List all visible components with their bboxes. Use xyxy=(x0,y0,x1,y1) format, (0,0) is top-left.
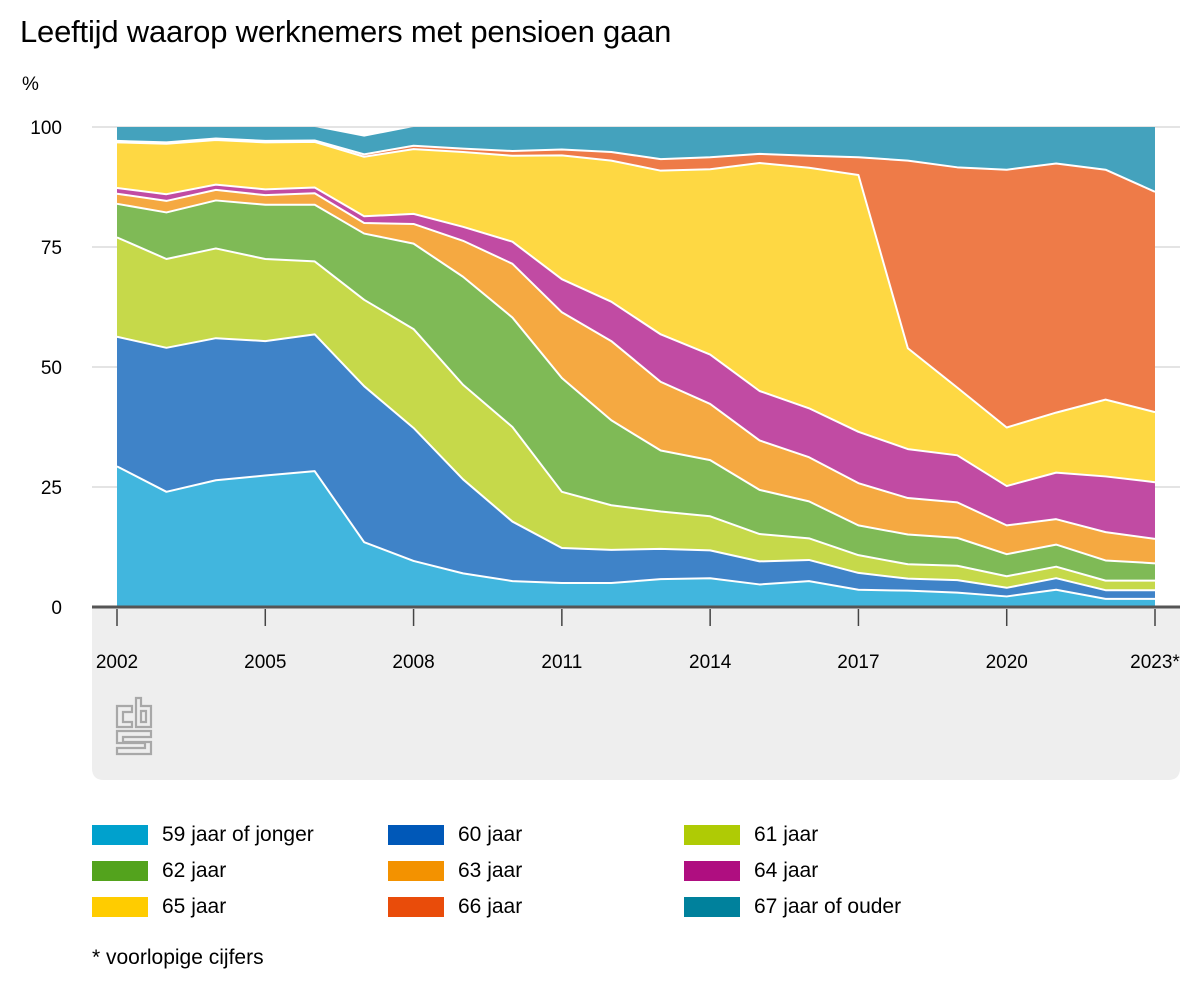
x-tick-label: 2014 xyxy=(689,652,732,673)
legend-label: 66 jaar xyxy=(458,895,523,918)
legend-label: 59 jaar of jonger xyxy=(162,823,314,846)
x-tick-label: 2023* xyxy=(1130,652,1180,673)
y-tick-label: 25 xyxy=(41,478,62,499)
series-boundaries xyxy=(116,137,1156,600)
area-61-jaar xyxy=(117,237,1155,591)
series-boundary xyxy=(116,188,1156,540)
series-boundary xyxy=(116,199,1156,565)
series-boundary xyxy=(116,137,1156,193)
legend-item: 62 jaar xyxy=(92,858,388,884)
area-59-jaar-of-jonger xyxy=(117,466,1155,607)
x-tick-label: 2005 xyxy=(244,652,286,673)
legend-swatch xyxy=(388,897,444,917)
x-tick-label: 2011 xyxy=(541,652,582,673)
area-63-jaar xyxy=(117,189,1155,564)
legend-item: 66 jaar xyxy=(388,894,684,920)
chart-title: Leeftijd waarop werknemers met pensioen … xyxy=(20,14,672,49)
area-60-jaar xyxy=(117,334,1155,599)
area-series xyxy=(117,127,1155,607)
legend-swatch xyxy=(684,861,740,881)
legend: 59 jaar of jonger 60 jaar 61 jaar 62 jaa… xyxy=(92,822,1152,920)
area-65-jaar xyxy=(117,139,1155,487)
area-64-jaar xyxy=(117,184,1155,539)
x-tick-label: 2017 xyxy=(837,652,879,673)
legend-label: 60 jaar xyxy=(458,823,523,846)
x-tick-label: 2020 xyxy=(986,652,1028,673)
y-tick-label: 0 xyxy=(51,598,62,619)
legend-swatch xyxy=(388,825,444,845)
legend-item: 60 jaar xyxy=(388,822,684,848)
legend-label: 67 jaar of ouder xyxy=(754,895,902,918)
legend-item: 63 jaar xyxy=(388,858,684,884)
x-tick-label: 2008 xyxy=(392,652,434,673)
legend-swatch xyxy=(92,897,148,917)
legend-label: 63 jaar xyxy=(458,859,523,882)
legend-label: 64 jaar xyxy=(754,859,819,882)
legend-item: 65 jaar xyxy=(92,894,388,920)
x-axis-panel xyxy=(92,608,1180,780)
series-boundary xyxy=(116,183,1156,488)
series-boundary xyxy=(116,465,1155,600)
legend-swatch xyxy=(388,861,444,881)
area-67-jaar-of-ouder xyxy=(117,127,1155,192)
y-axis-label: % xyxy=(22,74,39,95)
series-boundary xyxy=(116,236,1155,582)
legend-label: 61 jaar xyxy=(754,823,819,846)
legend-item: 67 jaar of ouder xyxy=(684,894,980,920)
series-boundary xyxy=(116,333,1155,592)
cbs-logo-icon xyxy=(115,696,153,756)
area-62-jaar xyxy=(117,200,1155,581)
y-tick-labels: 0 25 50 75 100 xyxy=(30,118,62,619)
footnote: * voorlopige cijfers xyxy=(92,946,264,969)
y-tick-label: 75 xyxy=(41,238,62,259)
legend-item: 61 jaar xyxy=(684,822,980,848)
series-boundary xyxy=(116,138,1156,429)
x-tick-labels: 2002 2005 2008 2011 2014 2017 2020 2023* xyxy=(96,609,1180,673)
legend-item: 64 jaar xyxy=(684,858,980,884)
legend-label: 62 jaar xyxy=(162,859,227,882)
legend-swatch xyxy=(684,897,740,917)
area-66-jaar xyxy=(117,138,1155,428)
x-tick-label: 2002 xyxy=(96,652,138,673)
y-tick-label: 100 xyxy=(30,118,62,139)
legend-swatch xyxy=(92,861,148,881)
legend-label: 65 jaar xyxy=(162,895,227,918)
legend-swatch xyxy=(92,825,148,845)
legend-swatch xyxy=(684,825,740,845)
y-tick-label: 50 xyxy=(41,358,62,379)
legend-item: 59 jaar of jonger xyxy=(92,822,388,848)
